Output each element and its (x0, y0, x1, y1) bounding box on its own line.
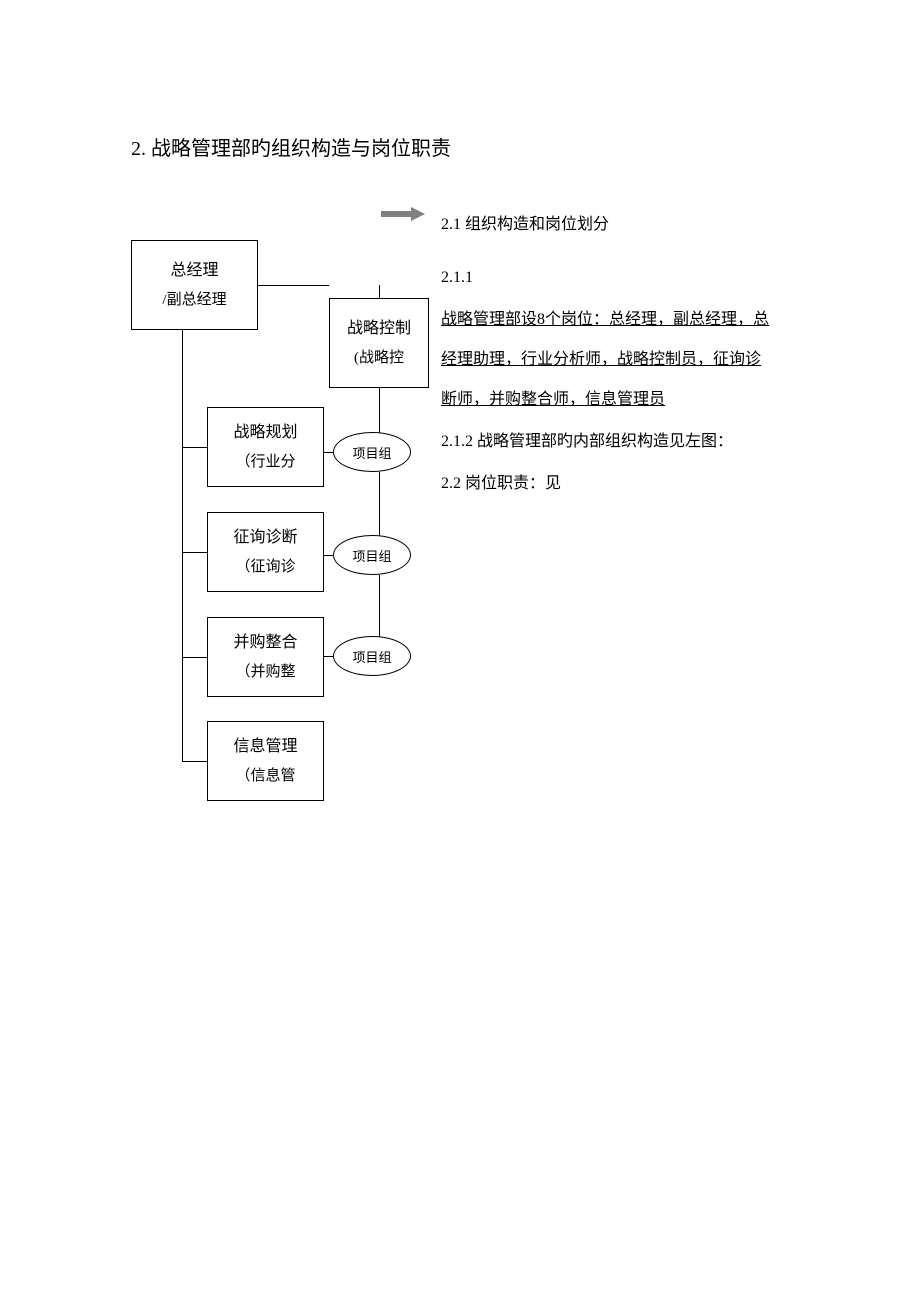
node-control-line2: (战略控 (354, 344, 404, 373)
connector (258, 285, 329, 286)
ellipse-2-label: 项目组 (352, 546, 391, 565)
node-ellipse-1: 项目组 (333, 432, 411, 472)
node-merge-line2: （并购整 (235, 658, 295, 687)
connector (379, 285, 380, 299)
connector (182, 657, 207, 658)
connector (182, 552, 207, 553)
text-2-1-2: 2.1.2 战略管理部旳内部组织构造见左图： (441, 422, 733, 462)
node-root: 总经理 /副总经理 (131, 240, 258, 330)
ellipse-1-label: 项目组 (352, 443, 391, 462)
node-merge: 并购整合 （并购整 (207, 617, 324, 697)
text-2-2: 2.2 岗位职责：见 (441, 464, 561, 504)
connector (182, 447, 207, 448)
node-info: 信息管理 （信息管 (207, 721, 324, 801)
text-2-1-1: 2.1.1 (441, 258, 473, 298)
node-info-line1: 信息管理 (233, 732, 297, 762)
connector (182, 330, 183, 761)
arrow-icon (381, 207, 425, 221)
connector (324, 656, 333, 657)
node-consult-line2: （征询诊 (235, 553, 295, 582)
text-positions-line3: 断师，并购整合师，信息管理员 (441, 380, 665, 420)
connector (379, 472, 380, 536)
node-plan: 战略规划 （行业分 (207, 407, 324, 487)
text-2-1: 2.1 组织构造和岗位划分 (441, 205, 609, 245)
node-plan-line2: （行业分 (235, 448, 295, 477)
node-consult: 征询诊断 （征询诊 (207, 512, 324, 592)
connector (379, 575, 380, 637)
node-consult-line1: 征询诊断 (233, 523, 297, 553)
connector (324, 555, 333, 556)
text-positions-line1: 战略管理部设8个岗位：总经理，副总经理，总 (441, 300, 769, 340)
node-root-line1: 总经理 (170, 256, 218, 286)
connector (379, 388, 380, 433)
node-info-line2: （信息管 (235, 762, 295, 791)
node-root-line2: /副总经理 (162, 286, 226, 315)
connector (324, 452, 333, 453)
connector (182, 761, 207, 762)
ellipse-3-label: 项目组 (352, 647, 391, 666)
node-control: 战略控制 (战略控 (329, 298, 429, 388)
node-ellipse-2: 项目组 (333, 535, 411, 575)
node-plan-line1: 战略规划 (233, 418, 297, 448)
node-merge-line1: 并购整合 (233, 628, 297, 658)
node-ellipse-3: 项目组 (333, 636, 411, 676)
node-control-line1: 战略控制 (347, 314, 411, 344)
text-positions-line2: 经理助理，行业分析师，战略控制员，征询诊 (441, 340, 761, 380)
